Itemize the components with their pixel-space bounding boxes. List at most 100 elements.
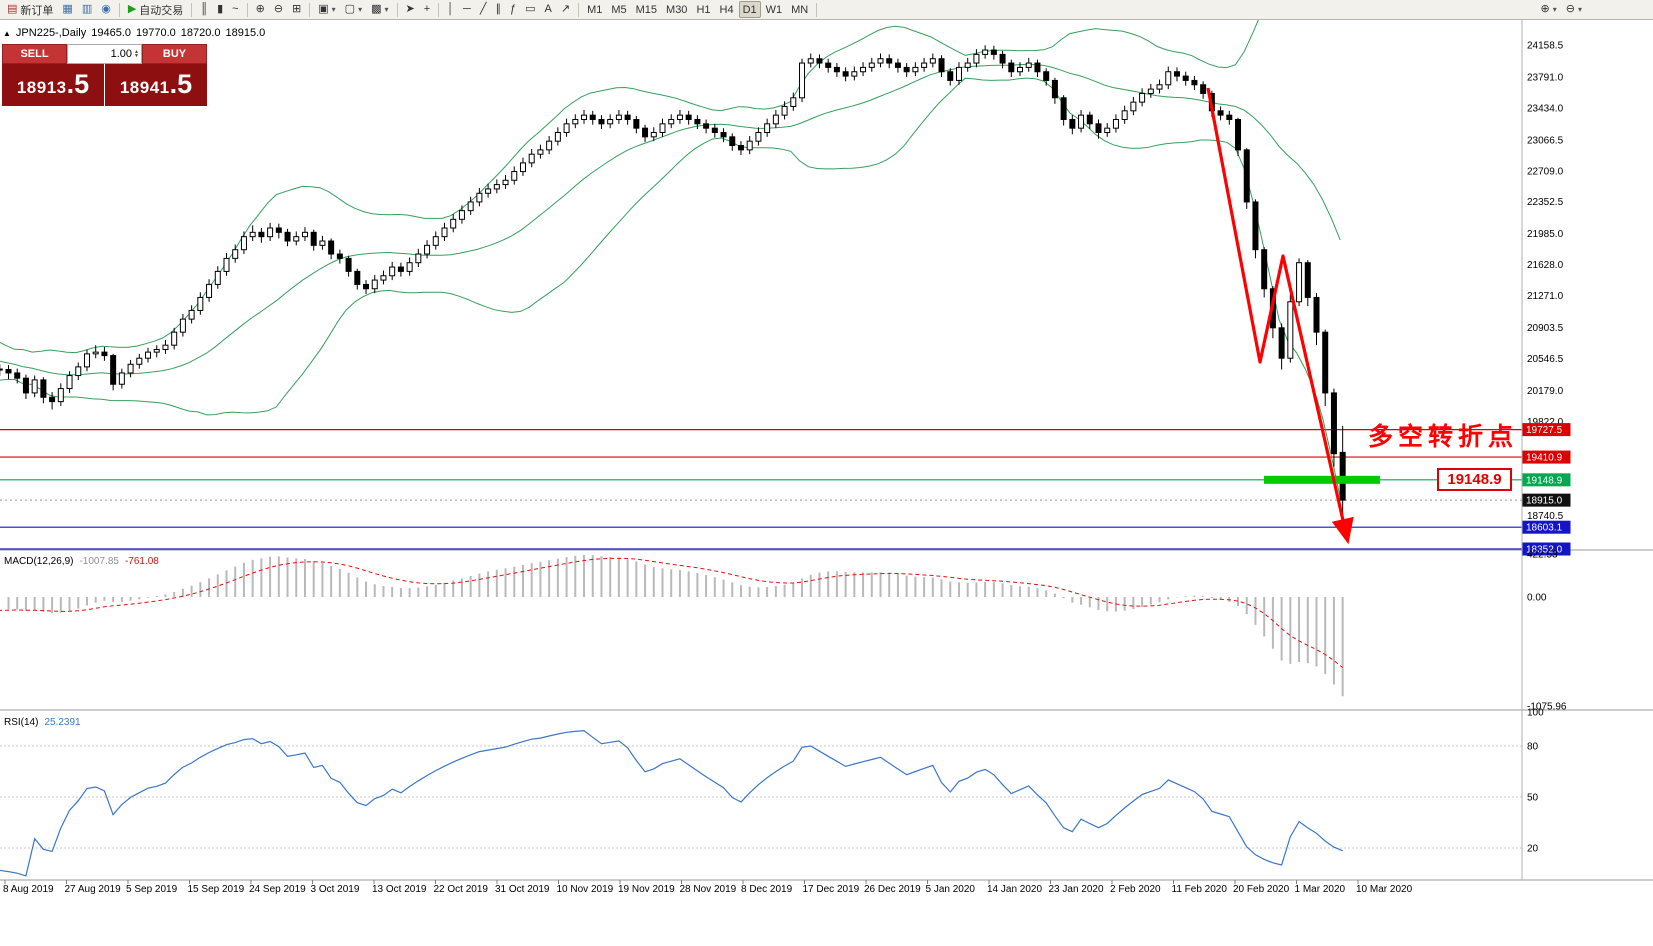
auto-trading[interactable]: ▶ 自动交易 [124,1,187,18]
data-window[interactable]: ▥ [78,1,96,18]
date-axis-label: 20 Feb 2020 [1233,884,1290,895]
timeframe-w1[interactable]: W1 [762,1,787,18]
date-axis-label: 24 Sep 2019 [249,884,306,895]
price-callout-box: 19148.9 [1437,468,1512,491]
data-window-icon: ▥ [81,3,93,15]
channel-tool[interactable]: ∥ [491,1,505,18]
timeframe-m30[interactable]: M30 [662,1,691,18]
boxed-price-label: 18603.1 [1526,523,1563,534]
buy-button[interactable]: BUY [142,44,207,64]
channel-tool-icon: ∥ [495,3,501,15]
price-label-box [1522,473,1571,487]
date-axis-label: 28 Nov 2019 [680,884,737,895]
new-chart-dropdown[interactable]: ▾ [331,5,336,14]
timeframe-m15[interactable]: M15 [632,1,661,18]
spinner-up-icon[interactable]: ▲ [134,49,139,55]
macd-axis-label: -1075.96 [1527,702,1567,713]
direction-icon: ▲ [3,28,11,38]
fibonacci-tool[interactable]: ƒ [506,1,520,18]
volume-input[interactable]: 1.00 ▲ ▼ [67,44,142,64]
tile-windows[interactable]: ⊞ [288,1,305,18]
date-axis-label: 5 Sep 2019 [126,884,178,895]
templates-dropdown[interactable]: ▾ [384,5,389,14]
rsi-name: RSI(14) [4,717,39,728]
toolbar-group: ⊕ ⊖ ⊞ [252,1,306,18]
profiles[interactable]: ▢ ▾ [341,1,366,18]
spinner-down-icon[interactable]: ▼ [134,53,139,59]
macd-axis-label: 422.53 [1527,550,1558,561]
market-watch[interactable]: ▦ [58,1,76,18]
arrows-tool[interactable]: ↗ [557,1,574,18]
candlestick-mode[interactable]: ▮ [213,1,227,18]
navigator[interactable]: ◉ [97,1,115,18]
profiles-dropdown[interactable]: ▾ [358,5,363,14]
trendline-tool[interactable]: ╱ [476,1,491,18]
toolbar-group: ▣ ▾ ▢ ▾ ▩ ▾ [314,1,392,18]
zoom-out-alt[interactable]: ⊖ ▾ [1562,1,1586,18]
macd-name: MACD(12,26,9) [4,556,74,567]
text-tool[interactable]: A [541,1,556,18]
chart-symbol-period: JPN225-,Daily [15,27,87,39]
trendline-tool-icon: ╱ [479,3,487,15]
price-axis-label: 21985.0 [1527,229,1564,240]
date-axis-label: 10 Mar 2020 [1356,884,1413,895]
date-axis-label: 19 Nov 2019 [618,884,675,895]
bollinger-band [0,63,1341,376]
buy-price[interactable]: 18941.5 [105,64,207,106]
arrows-tool-icon: ↗ [560,3,571,15]
zoom-in[interactable]: ⊕ [252,1,269,18]
new-chart[interactable]: ▣ ▾ [314,1,339,18]
shapes-tool[interactable]: ▭ [521,1,539,18]
rsi-value: 25.2391 [44,717,81,728]
templates[interactable]: ▩ ▾ [367,1,392,18]
zoom-in-alt-dropdown[interactable]: ▾ [1552,5,1557,14]
vertical-line-tool[interactable]: │ [443,1,458,18]
price-axis-label: 19822.0 [1527,417,1564,428]
price-pane [0,20,1522,550]
rsi-line [0,729,1343,877]
toolbar-separator [309,2,311,17]
zoom-in-alt[interactable]: ⊕ ▾ [1537,1,1561,18]
timeframe-h1-label: H1 [696,3,711,16]
boxed-price-label: 19727.5 [1526,425,1563,436]
line-chart-mode[interactable]: ~ [228,1,242,18]
price-axis-label: 20903.5 [1527,323,1564,334]
new-chart-icon: ▣ [318,3,329,15]
rsi-axis-label: 20 [1527,844,1539,855]
timeframe-h1[interactable]: H1 [692,1,714,18]
zoom-out[interactable]: ⊖ [270,1,287,18]
timeframe-m1-label: M1 [587,3,603,16]
boxed-price-label: 18352.0 [1526,545,1563,556]
horizontal-line-tool-icon: ─ [463,3,471,15]
timeframe-m1[interactable]: M1 [583,1,606,18]
highlight-bar[interactable] [1264,475,1380,484]
new-order-label: 新订单 [20,4,54,17]
sell-price[interactable]: 18913.5 [2,64,104,106]
toolbar: ▤ 新订单 ▦ ▥ ◉ ▶ 自动交易 ║ ▮ ~ ⊕ ⊖ ⊞ ▣ ▾ ▢ ▾ ▩ ▾ ➤ + │ ─ ╱ ∥ ƒ ▭ A ↗ M1 M5 M1… [0,0,1653,20]
boxed-price-label: 19148.9 [1526,475,1563,486]
chart-canvas[interactable]: 24158.5 23791.0 23434.0 23066.5 22709.0 22352… [0,20,1653,946]
auto-trading-label: 自动交易 [139,4,184,17]
bar-chart-mode[interactable]: ║ [196,1,212,18]
volume-spinner[interactable]: ▲ ▼ [134,49,139,59]
timeframe-d1[interactable]: D1 [738,1,761,18]
timeframe-mn[interactable]: MN [787,1,812,18]
timeframe-m15-label: M15 [635,3,658,16]
ohlc-high: 19770.0 [136,27,176,39]
timeframe-m5[interactable]: M5 [607,1,630,18]
new-order[interactable]: ▤ 新订单 [3,1,57,18]
profiles-icon: ▢ [344,3,356,15]
cursor-tool[interactable]: ➤ [402,1,419,18]
timeframe-h4[interactable]: H4 [716,1,738,18]
macd-signal-value: -761.08 [124,556,159,567]
trend-arrow[interactable] [1206,87,1354,545]
sell-button[interactable]: SELL [2,44,67,64]
ohlc-open: 19465.0 [91,27,131,39]
zoom-out-alt-dropdown[interactable]: ▾ [1577,5,1582,14]
date-axis-label: 1 Mar 2020 [1295,884,1346,895]
horizontal-line-tool[interactable]: ─ [459,1,475,18]
crosshair-tool-icon: + [423,3,431,15]
date-axis-label: 10 Nov 2019 [557,884,614,895]
crosshair-tool[interactable]: + [420,1,434,18]
price-axis-label: 21271.0 [1527,291,1564,302]
